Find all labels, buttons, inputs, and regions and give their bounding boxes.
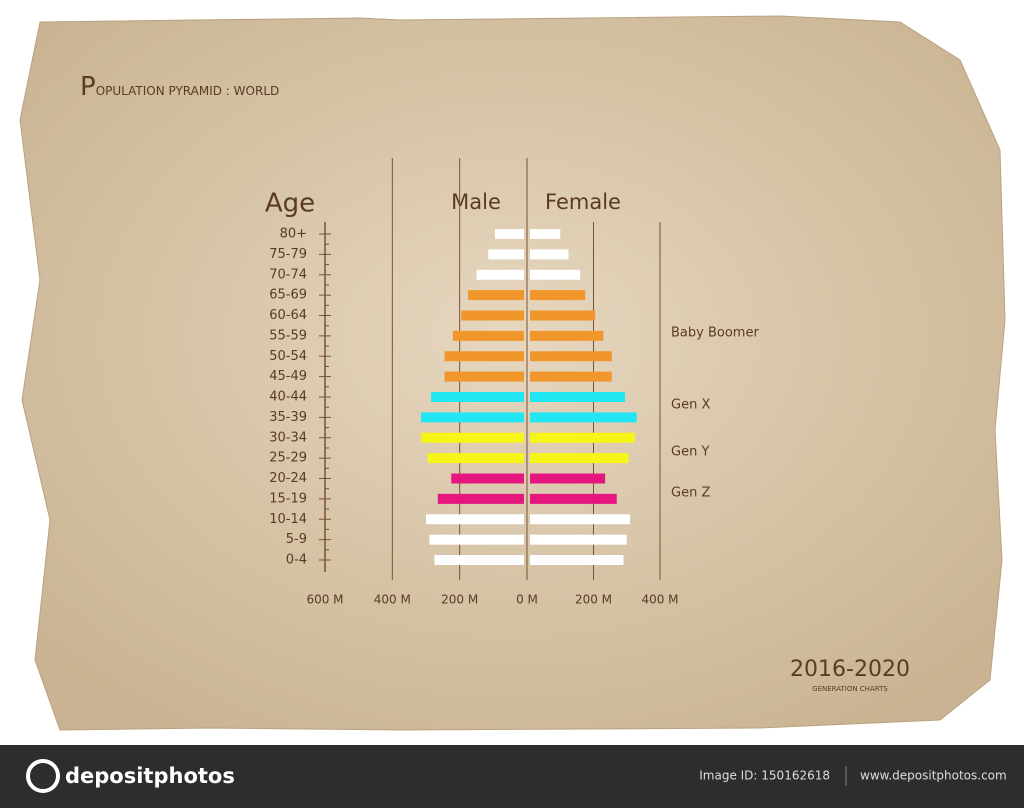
bar-male xyxy=(444,371,524,382)
annotation: Baby Boomer xyxy=(671,326,759,341)
x-tick-label: 0 M xyxy=(516,593,538,607)
bar-female xyxy=(530,229,561,239)
x-tick-label: 600 M xyxy=(306,593,343,607)
series-label: Male xyxy=(451,190,501,214)
y-tick-label: 30-34 xyxy=(269,430,307,445)
bar-female xyxy=(530,432,636,443)
bar-male xyxy=(461,310,524,321)
bar-female xyxy=(530,351,612,362)
y-tick-label: 15-19 xyxy=(269,491,307,506)
annotation: Gen Z xyxy=(671,486,710,501)
y-tick-label: 80+ xyxy=(280,227,307,242)
footer-bar xyxy=(0,745,1024,808)
bar-male xyxy=(429,534,524,545)
bar-female xyxy=(530,330,604,341)
y-tick-label: 40-44 xyxy=(269,390,307,405)
y-tick-label: 75-79 xyxy=(269,247,307,262)
footer-brand[interactable]: depositphotos xyxy=(65,764,235,788)
bar-male xyxy=(452,330,524,341)
y-tick-label: 0-4 xyxy=(286,553,307,568)
bar-female xyxy=(530,493,617,504)
annotation: Gen X xyxy=(671,398,710,413)
bar-female xyxy=(530,555,624,565)
chart-title: POPULATION PYRAMID : WORLD xyxy=(80,72,280,102)
bar-male xyxy=(426,514,524,525)
badge-caption: GENERATION CHARTS xyxy=(812,685,888,693)
y-tick-label: 45-49 xyxy=(269,369,307,384)
bar-female xyxy=(530,249,569,260)
bar-female xyxy=(530,514,631,525)
bar-female xyxy=(530,392,626,402)
bar-male xyxy=(444,351,524,362)
y-tick-label: 25-29 xyxy=(269,451,307,466)
bar-female xyxy=(530,371,612,382)
x-tick-label: 400 M xyxy=(374,593,411,607)
bar-male xyxy=(420,412,524,423)
y-tick-label: 10-14 xyxy=(269,512,307,527)
bar-female xyxy=(530,290,586,301)
bar-male xyxy=(431,392,524,402)
y-tick-label: 20-24 xyxy=(269,471,307,486)
bar-male xyxy=(451,473,524,484)
badge-years: 2016-2020 xyxy=(790,657,910,682)
bar-male xyxy=(427,453,524,464)
y-tick-label: 60-64 xyxy=(269,308,307,323)
bar-female xyxy=(530,269,581,280)
bar-male xyxy=(437,493,524,504)
x-tick-label: 400 M xyxy=(641,593,678,607)
y-tick-label: 35-39 xyxy=(269,410,307,425)
y-tick-label: 65-69 xyxy=(269,288,307,303)
bar-female xyxy=(530,453,629,464)
y-tick-label: 55-59 xyxy=(269,328,307,343)
y-tick-label: 70-74 xyxy=(269,267,307,282)
bar-female xyxy=(530,412,637,423)
bar-female xyxy=(530,310,596,321)
bar-male xyxy=(434,555,524,565)
bar-female xyxy=(530,534,627,545)
bar-male xyxy=(420,432,524,443)
bar-male xyxy=(495,229,524,239)
footer-id: Image ID: 150162618 xyxy=(699,769,830,783)
y-tick-label: 50-54 xyxy=(269,349,307,364)
bar-male xyxy=(488,249,524,260)
y-axis-label: Age xyxy=(265,189,315,219)
y-tick-label: 5-9 xyxy=(286,532,307,547)
series-label: Female xyxy=(545,190,621,214)
logo xyxy=(26,759,60,793)
annotation: Gen Y xyxy=(671,445,709,460)
x-tick-label: 200 M xyxy=(575,593,612,607)
bar-male xyxy=(476,269,524,280)
bar-female xyxy=(530,473,606,484)
x-tick-label: 200 M xyxy=(441,593,478,607)
footer-url[interactable]: www.depositphotos.com xyxy=(860,769,1007,783)
bar-male xyxy=(468,290,524,301)
